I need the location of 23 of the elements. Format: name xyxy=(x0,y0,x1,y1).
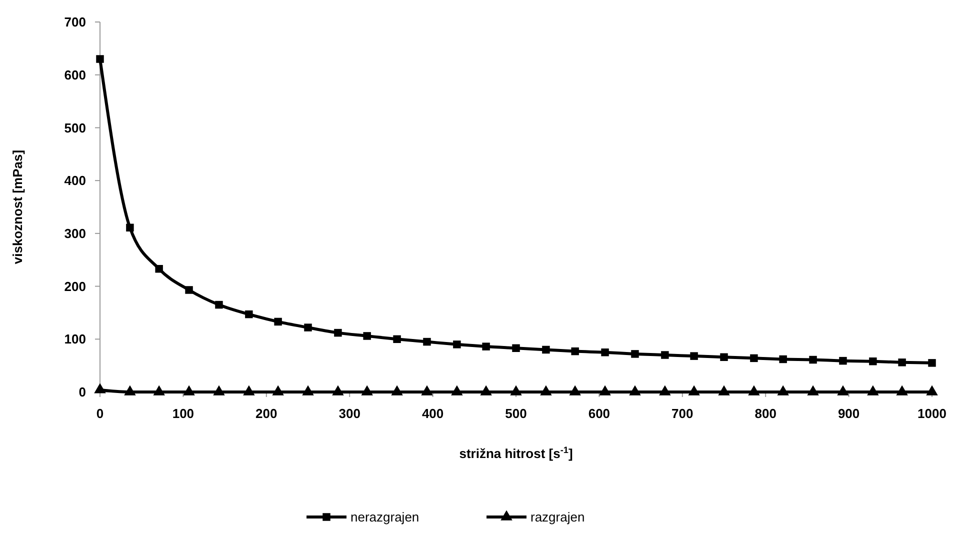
x-tick-label: 800 xyxy=(754,406,776,421)
y-tick-label: 700 xyxy=(64,14,86,30)
x-tick-label: 500 xyxy=(505,406,527,421)
y-tick-label: 200 xyxy=(64,278,86,294)
y-tick-label: 600 xyxy=(64,67,86,82)
x-tick-label: 1000 xyxy=(918,406,946,421)
x-tick-label: 300 xyxy=(338,406,360,421)
legend-label: razgrajen xyxy=(530,510,585,525)
x-tick-label: 200 xyxy=(256,406,278,421)
legend-label: nerazgrajen xyxy=(350,510,420,525)
x-tick-label: 100 xyxy=(172,406,194,421)
y-axis-title: viskoznost [mPas] xyxy=(10,150,25,264)
x-tick-label: 700 xyxy=(672,406,694,421)
y-tick-label: 500 xyxy=(64,120,86,136)
x-tick-label: 900 xyxy=(838,406,860,421)
y-tick-label: 300 xyxy=(64,226,86,241)
y-tick-label: 100 xyxy=(64,332,86,347)
y-tick-label: 0 xyxy=(78,384,86,400)
x-axis-title: strižna hitrost [s$^{-1}$] xyxy=(459,445,573,461)
x-tick-label: 0 xyxy=(96,406,104,421)
x-tick-label: 600 xyxy=(588,406,610,421)
y-tick-label: 400 xyxy=(64,173,86,188)
x-tick-label: 400 xyxy=(422,406,444,421)
